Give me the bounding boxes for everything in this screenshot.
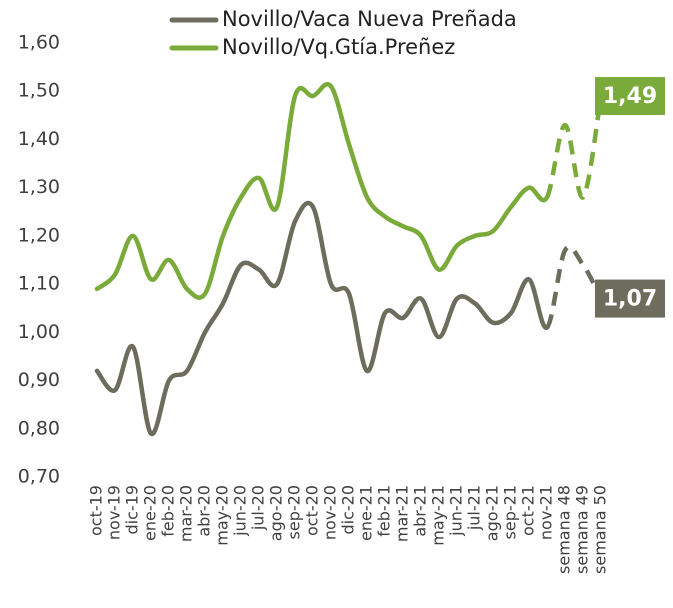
y-tick-label: 1,30 <box>18 176 60 198</box>
x-tick-label: ago-21 <box>483 485 502 541</box>
x-tick-label: semana 50 <box>591 485 610 574</box>
x-tick-label: jun-20 <box>231 485 250 537</box>
series-line <box>94 82 550 300</box>
x-tick-label: may-21 <box>429 485 448 546</box>
x-tick-label: sep-21 <box>501 485 520 539</box>
x-tick-label: mar-21 <box>393 485 412 542</box>
value-label: 1,49 <box>603 84 657 109</box>
x-tick-label: ago-20 <box>267 485 286 541</box>
value-label-box <box>595 279 665 318</box>
x-tick-label: abr-20 <box>195 485 214 537</box>
series-line <box>94 200 550 436</box>
series-line-dashed <box>545 244 603 330</box>
y-tick-label: 1,50 <box>18 80 60 102</box>
y-tick-label: 1,10 <box>18 273 60 295</box>
x-tick-label: dic-20 <box>339 485 358 535</box>
x-tick-label: ene-20 <box>141 485 160 541</box>
value-label-box <box>595 77 665 116</box>
y-tick-label: 1,00 <box>18 321 60 343</box>
y-tick-label: 1,20 <box>18 224 60 246</box>
x-tick-label: jun-21 <box>447 485 466 537</box>
y-tick-label: 0,70 <box>18 466 60 488</box>
x-tick-label: ene-21 <box>357 485 376 541</box>
series-line-dashed <box>544 95 604 200</box>
x-tick-label: semana 48 <box>555 485 574 574</box>
x-tick-label: nov-19 <box>105 485 124 540</box>
legend-label: Novillo/Vq.Gtía.Preñez <box>222 35 455 59</box>
x-tick-label: nov-21 <box>537 485 556 540</box>
x-tick-label: feb-21 <box>375 485 394 537</box>
y-tick-label: 0,90 <box>18 369 60 391</box>
x-tick-label: oct-20 <box>303 485 322 536</box>
x-tick-label: may-20 <box>213 485 232 546</box>
legend-label: Novillo/Vaca Nueva Preñada <box>222 7 517 31</box>
x-tick-label: abr-21 <box>411 485 430 537</box>
value-label: 1,07 <box>603 287 657 312</box>
x-tick-label: oct-21 <box>519 485 538 536</box>
x-tick-label: jul-20 <box>249 485 268 531</box>
y-tick-label: 0,80 <box>18 417 60 439</box>
x-tick-label: feb-20 <box>159 485 178 537</box>
x-tick-label: nov-20 <box>321 485 340 540</box>
x-tick-label: jul-21 <box>465 485 484 531</box>
x-tick-label: sep-20 <box>285 485 304 539</box>
x-tick-label: oct-19 <box>87 485 106 536</box>
x-tick-label: mar-20 <box>177 485 196 542</box>
y-tick-label: 1,60 <box>18 32 60 54</box>
x-tick-label: semana 49 <box>573 485 592 574</box>
y-tick-label: 1,40 <box>18 128 60 150</box>
x-tick-label: dic-19 <box>123 485 142 535</box>
